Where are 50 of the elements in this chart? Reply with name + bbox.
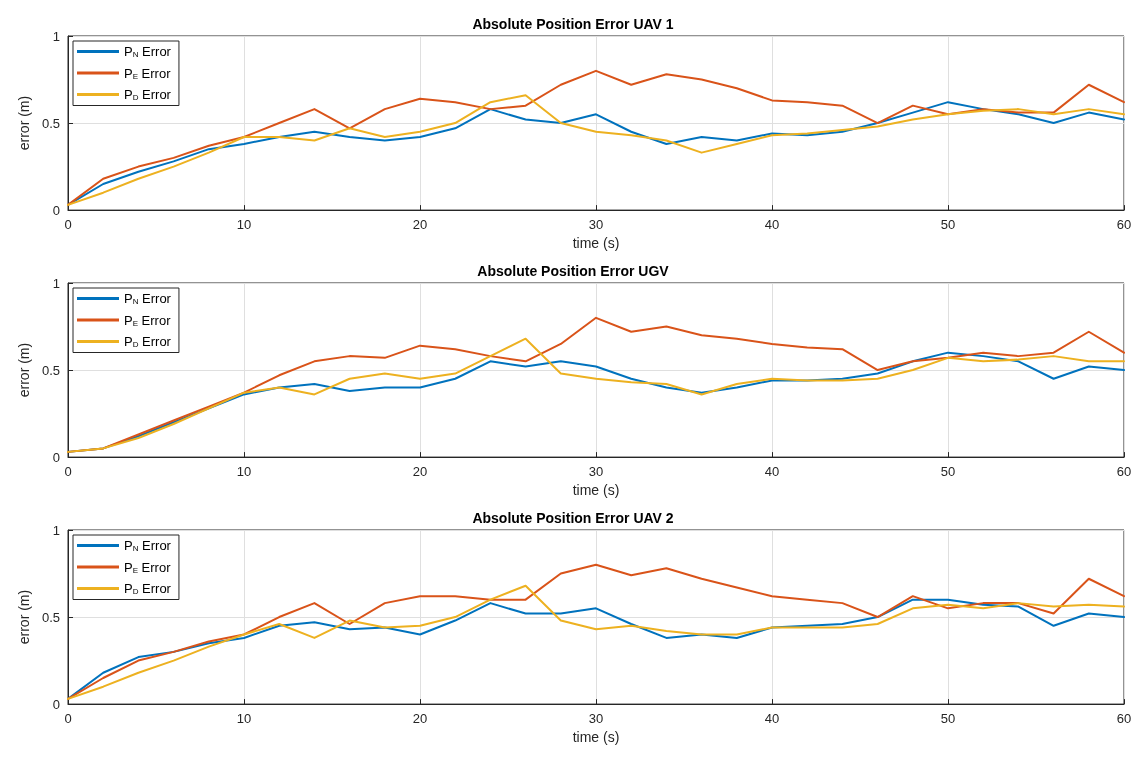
y-axis-title: error (m) (16, 589, 33, 645)
x-tick-label: 40 (764, 711, 780, 727)
legend-label: PE Error (124, 65, 172, 81)
x-tick-label: 20 (412, 464, 428, 480)
x-tick-label: 50 (940, 711, 956, 727)
x-tick-label: 60 (1116, 464, 1132, 480)
x-tick-label: 60 (1116, 711, 1132, 727)
y-tick-label: 0 (52, 202, 60, 218)
x-tick-label: 40 (764, 464, 780, 480)
y-tick-label: 0 (52, 449, 60, 465)
line-series (67, 563, 1125, 700)
legend-label: PE Error (124, 559, 172, 575)
y-tick-label: 0.5 (41, 609, 60, 625)
y-tick-label: 0.5 (41, 115, 60, 131)
x-tick-label: 60 (1116, 217, 1132, 233)
x-axis-title: time (s) (572, 482, 620, 498)
legend-label: PD Error (124, 87, 172, 102)
y-tick-label: 1 (52, 28, 60, 44)
chart-title: Absolute Position Error UAV 1 (472, 16, 674, 32)
x-tick-label: 10 (236, 711, 252, 727)
y-tick-label: 0.5 (41, 362, 60, 378)
x-tick-label: 30 (588, 711, 604, 727)
x-tick-label: 20 (412, 711, 428, 727)
y-axis-title: error (m) (16, 342, 33, 398)
chart-title: Absolute Position Error UGV (477, 263, 670, 279)
x-axis-title: time (s) (572, 729, 620, 745)
x-axis-title: time (s) (572, 235, 620, 251)
y-tick-label: 1 (52, 275, 60, 291)
x-tick-label: 0 (64, 217, 72, 233)
y-tick-label: 1 (52, 522, 60, 538)
y-tick-label: 0 (52, 696, 60, 712)
x-tick-label: 50 (940, 217, 956, 233)
y-axis-title: error (m) (16, 95, 33, 151)
x-tick-label: 20 (412, 217, 428, 233)
legend-label: PD Error (124, 334, 172, 349)
legend-label: PN Error (124, 291, 172, 306)
line-series (67, 69, 1125, 206)
chart-title: Absolute Position Error UAV 2 (472, 510, 674, 526)
x-tick-label: 0 (64, 711, 72, 727)
legend-label: PE Error (124, 312, 172, 328)
legend-label: PN Error (124, 44, 172, 59)
x-tick-label: 10 (236, 464, 252, 480)
x-tick-label: 50 (940, 464, 956, 480)
legend-label: PD Error (124, 581, 172, 596)
x-tick-label: 30 (588, 217, 604, 233)
x-tick-label: 0 (64, 464, 72, 480)
x-tick-label: 10 (236, 217, 252, 233)
legend-label: PN Error (124, 538, 172, 553)
x-tick-label: 40 (764, 217, 780, 233)
x-tick-label: 30 (588, 464, 604, 480)
